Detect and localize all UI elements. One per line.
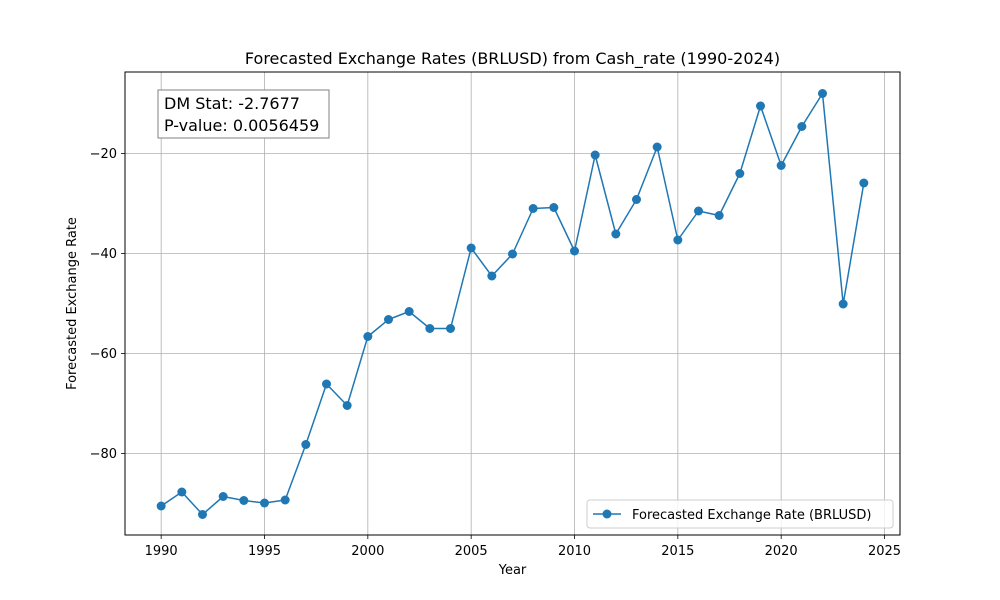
p-value-text: P-value: 0.0056459	[164, 116, 319, 135]
x-tick-label: 2000	[351, 544, 384, 559]
stats-annotation-box	[157, 89, 330, 139]
data-point	[218, 492, 228, 501]
data-point	[735, 169, 745, 178]
y-tick-label: −60	[90, 347, 117, 362]
legend-box	[586, 499, 894, 529]
data-point	[694, 206, 703, 216]
x-tick-label: 1995	[248, 544, 281, 559]
data-point	[239, 496, 249, 505]
x-tick-label: 2010	[558, 544, 591, 559]
data-point	[487, 271, 497, 281]
x-axis-label: Year	[498, 563, 527, 578]
y-axis-ticks: −80 −60 −40 −20	[90, 147, 125, 462]
data-point	[156, 501, 166, 511]
dm-stat-text: DM Stat: -2.7677	[164, 94, 300, 113]
data-point	[818, 89, 827, 98]
data-point	[342, 401, 352, 410]
data-point	[611, 229, 621, 239]
data-point	[714, 211, 724, 220]
data-point	[549, 203, 559, 212]
x-tick-label: 2015	[661, 544, 694, 559]
y-tick-label: −40	[90, 247, 117, 262]
data-point	[859, 178, 869, 188]
data-point	[280, 495, 290, 505]
data-point	[528, 204, 538, 213]
data-point	[301, 440, 311, 449]
data-point	[756, 101, 765, 111]
x-tick-label: 1990	[145, 544, 178, 559]
legend-label: Forecasted Exchange Rate (BRLUSD)	[632, 508, 871, 523]
data-point	[404, 307, 414, 316]
plot-area-frame	[124, 71, 901, 536]
data-point	[776, 161, 786, 170]
data-point	[797, 122, 807, 131]
data-point	[384, 315, 393, 324]
x-tick-label: 2025	[868, 544, 901, 559]
chart-title: Forecasted Exchange Rates (BRLUSD) from …	[245, 49, 780, 69]
data-point	[198, 510, 207, 519]
data-point	[570, 246, 579, 256]
y-tick-label: −80	[90, 447, 117, 462]
data-point	[673, 235, 683, 245]
data-point	[466, 243, 476, 253]
data-point	[425, 324, 435, 333]
data-point	[632, 195, 641, 204]
x-tick-label: 2005	[455, 544, 488, 559]
x-axis-ticks: 1990 1995 2000 2005 2010 2015 2020 2025	[145, 535, 901, 559]
data-point	[177, 487, 187, 497]
data-point	[446, 324, 455, 333]
y-axis-label: Forecasted Exchange Rate	[65, 217, 80, 390]
y-tick-label: −20	[90, 147, 117, 162]
data-point	[260, 498, 269, 508]
data-point	[838, 299, 848, 309]
data-point	[363, 332, 373, 341]
data-point	[590, 150, 600, 160]
data-point	[652, 142, 662, 152]
legend: Forecasted Exchange Rate (BRLUSD)	[586, 499, 894, 529]
data-point	[322, 379, 331, 389]
x-tick-label: 2020	[765, 544, 798, 559]
series-layer	[156, 89, 869, 519]
stats-annotation: DM Stat: -2.7677 P-value: 0.0056459	[157, 89, 330, 139]
legend-marker	[602, 509, 612, 519]
data-point	[508, 249, 517, 259]
